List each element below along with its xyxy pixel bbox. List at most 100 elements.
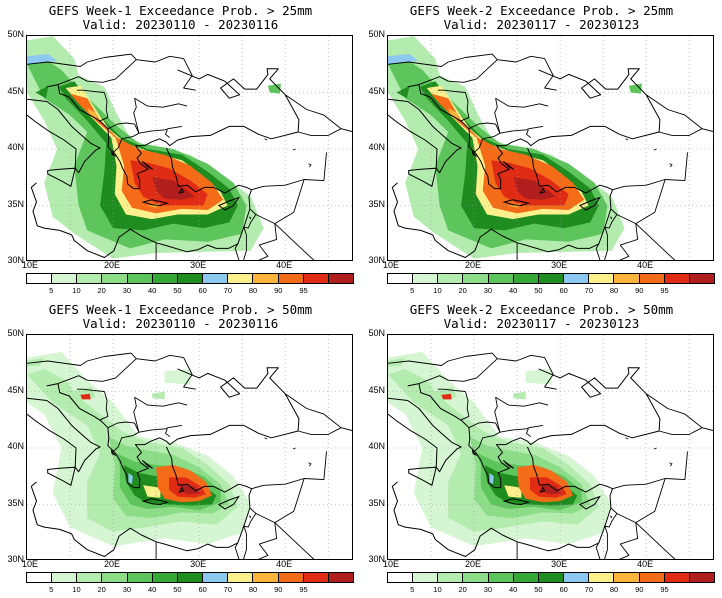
- colorbar-tick-label: 60: [198, 286, 207, 295]
- country-border: [234, 243, 240, 260]
- longitude-label: 40E: [276, 559, 293, 569]
- colorbar-tick-label: 70: [584, 585, 594, 594]
- colorbar-swatch: [639, 274, 665, 283]
- probability-shade: [396, 85, 410, 99]
- longitude-label: 20E: [104, 260, 121, 270]
- island-outline: [110, 150, 117, 158]
- lake-outline: [669, 462, 673, 467]
- map-plot-area: [387, 334, 714, 560]
- latitude-label: 40N: [368, 441, 385, 451]
- coastline: [46, 383, 299, 489]
- colorbar-swatch: [438, 573, 464, 582]
- colorbar-tick-label: 50: [534, 585, 543, 594]
- colorbar-tick-label: 50: [173, 585, 182, 594]
- country-border: [595, 542, 601, 559]
- colorbar-swatch: [614, 274, 640, 283]
- latitude-label: 50N: [368, 328, 385, 338]
- lake-outline: [653, 447, 657, 450]
- island-outline: [408, 466, 437, 487]
- colorbar-swatch: [589, 274, 615, 283]
- colorbar-tick-label: 30: [122, 585, 132, 594]
- colorbar-swatch: [152, 573, 178, 582]
- coastline: [391, 147, 614, 258]
- colorbar-tick-label: 30: [483, 585, 493, 594]
- country-border: [465, 53, 498, 61]
- country-border: [251, 152, 327, 191]
- lake-outline: [308, 462, 312, 467]
- panel-week2-25mm: GEFS Week-2 Exceedance Prob. > 25mm Valid…: [361, 0, 722, 299]
- country-border: [495, 396, 549, 407]
- colorbar-swatch: [488, 573, 514, 582]
- probability-shade: [128, 472, 133, 485]
- island-outline: [502, 199, 531, 207]
- country-border: [251, 451, 327, 490]
- island-outline: [502, 498, 531, 506]
- colorbar-tick-label: 70: [584, 286, 594, 295]
- colorbar-tick-label: 80: [609, 286, 619, 295]
- country-border: [418, 55, 557, 91]
- colorbar-tick-label: 60: [198, 585, 207, 594]
- island-outline: [178, 187, 185, 194]
- lake-outline: [308, 163, 312, 168]
- colorbar-swatch: [203, 573, 229, 582]
- latitude-label: 45N: [368, 384, 385, 395]
- longitude-label: 40E: [637, 260, 654, 270]
- colorbar-swatch: [328, 573, 354, 582]
- country-border: [104, 352, 137, 360]
- colorbar-swatch: [614, 573, 640, 582]
- country-border: [612, 451, 688, 490]
- country-border: [526, 428, 532, 438]
- country-border: [76, 89, 105, 93]
- colorbar-tick-label: 30: [483, 286, 493, 295]
- country-border: [495, 97, 549, 108]
- colorbar-tick-label: 70: [223, 286, 233, 295]
- coastline: [27, 397, 101, 473]
- colorbar-swatch: [27, 573, 53, 582]
- colorbar-swatch: [152, 274, 178, 283]
- lake-outline: [609, 515, 613, 519]
- country-border: [619, 223, 639, 260]
- lake-outline: [625, 138, 629, 141]
- island-outline: [539, 187, 546, 194]
- island-outline: [217, 196, 240, 211]
- country-border: [134, 97, 188, 108]
- island-outline: [408, 167, 437, 188]
- probability-shade: [143, 485, 161, 498]
- colorbar-tick-label: 95: [660, 286, 669, 295]
- colorbar-swatch: [278, 274, 304, 283]
- colorbar-tick-label: 10: [72, 585, 81, 594]
- island-outline: [141, 161, 153, 170]
- country-border: [437, 388, 466, 392]
- coastline: [391, 446, 614, 557]
- colorbar-swatch: [27, 274, 53, 283]
- colorbar-swatch: [253, 274, 279, 283]
- colorbar: [387, 273, 715, 284]
- island-outline: [178, 486, 185, 493]
- country-border: [258, 522, 278, 559]
- probability-shade: [87, 108, 99, 121]
- latitude-label: 45N: [7, 384, 24, 395]
- panel-valid-dates: Valid: 20230117 - 20230123: [443, 316, 640, 331]
- map-plot-area: [387, 35, 714, 261]
- country-border: [255, 478, 305, 524]
- panel-valid-dates: Valid: 20230117 - 20230123: [443, 17, 640, 32]
- colorbar-swatch: [388, 274, 414, 283]
- probability-shade: [525, 368, 552, 385]
- colorbar-tick-label: 70: [223, 585, 233, 594]
- colorbar-tick-label: 20: [458, 286, 467, 295]
- colorbar-swatch: [303, 573, 329, 582]
- colorbar-swatch: [639, 573, 665, 582]
- colorbar-swatch: [538, 274, 565, 283]
- country-border: [243, 226, 247, 260]
- panel-title: GEFS Week-2 Exceedance Prob. > 25mm: [409, 3, 674, 18]
- colorbar-swatch: [203, 274, 229, 283]
- country-border: [418, 354, 557, 390]
- country-border: [388, 356, 466, 366]
- country-border: [635, 522, 676, 559]
- panel-valid-dates: Valid: 20230110 - 20230116: [82, 316, 279, 331]
- colorbar-swatch: [253, 573, 279, 582]
- island-outline: [502, 460, 514, 469]
- probability-shade: [489, 472, 494, 485]
- country-border: [604, 226, 608, 260]
- colorbar-tick-label: 95: [299, 286, 308, 295]
